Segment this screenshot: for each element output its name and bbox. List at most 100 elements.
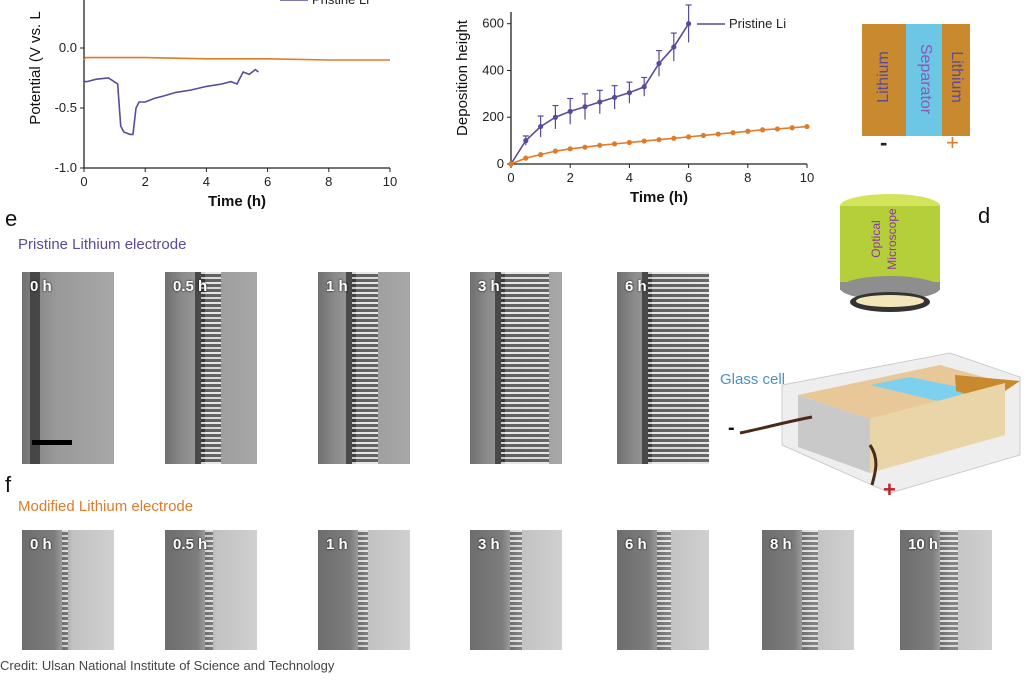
cell-diagram: Lithium Separator Lithium - + [858,10,974,160]
x-tick-label: 6 [685,170,692,185]
glass-cell-minus: - [728,417,735,439]
frame-time-label: 1 h [326,536,348,553]
y-tick-label: 400 [482,62,504,77]
data-point [804,123,810,130]
data-point [774,126,780,132]
lithium-deposit [510,530,522,650]
data-point [715,131,721,137]
glass-cell-diagram: Glass cell - + [720,345,1034,505]
legend-entry: Pristine Li [729,16,786,31]
pristine-frame: 3 h [470,272,562,464]
data-point [789,125,795,131]
lithium-deposit [657,530,671,650]
data-point [686,21,692,27]
separator [906,24,942,136]
x-tick-label: 10 [800,170,814,185]
panel-label-e: e [5,206,18,231]
data-point [597,142,603,148]
modified-frame: 1 h [318,530,410,650]
data-point [656,137,662,143]
minus-sign: - [880,130,888,155]
pristine-frame: 0.5 h [165,272,257,464]
lithium-deposit [201,272,221,464]
x-tick-label: 2 [567,170,574,185]
lithium-right-label: Lithium [948,51,965,103]
x-axis-label: Time (h) [208,193,266,210]
electrode-edge [495,272,505,464]
y-axis-label: Deposition height [454,19,471,136]
y-tick-label: 600 [482,16,504,31]
x-tick-label: 4 [626,170,633,185]
x-tick-label: 2 [142,174,149,189]
x-tick-label: 0 [507,170,514,185]
data-point [582,104,588,110]
data-point [552,148,558,154]
data-point [656,60,662,67]
frame-time-label: 10 h [908,536,939,553]
modified-frame: 0 h [22,530,114,650]
glass-cell-label: Glass cell [720,371,786,388]
lithium-deposit [358,530,368,650]
data-point [626,90,632,96]
data-point [552,114,558,120]
data-point [612,94,618,100]
frame-time-label: 3 h [478,536,500,553]
electrode-edge [30,272,40,464]
frame-time-label: 6 h [625,536,647,553]
x-tick-label: 10 [383,174,397,189]
lithium-left [862,24,908,136]
lithium-deposit [62,530,68,650]
data-point [567,146,573,152]
modified-title: Modified Lithium electrode [18,498,194,515]
data-point [597,99,603,105]
electrode-edge [642,272,652,464]
x-tick-label: 8 [325,174,332,189]
pristine-title: Pristine Lithium electrode [18,236,187,253]
modified-frame: 0.5 h [165,530,257,650]
pristine-frame: 1 h [318,272,410,464]
data-point [538,123,544,130]
data-point [538,152,544,158]
electrode-edge [195,272,205,464]
panel-label-f: f [5,472,12,497]
modified-frame: 6 h [617,530,709,650]
data-point [641,138,647,144]
x-tick-label: 8 [744,170,751,185]
glass-cell-plus: + [883,477,896,502]
series-line [83,56,390,61]
image-credit: Credit: Ulsan National Institute of Scie… [0,658,335,673]
series-line [84,68,259,136]
data-point [745,128,751,134]
x-axis-label: Time (h) [630,189,688,206]
lithium-deposit [501,272,549,464]
data-point [612,141,618,147]
data-point [523,138,529,144]
y-tick-label: 200 [482,109,504,124]
y-tick-label: -1.0 [55,160,77,175]
lithium-right [942,24,970,136]
data-point [730,130,736,136]
microscope-icon [840,194,940,312]
x-tick-label: 6 [264,174,271,189]
data-point [567,108,573,114]
frame-time-label: 0.5 h [173,536,208,553]
legend-entry: Pristine Li [312,0,369,7]
data-point [671,135,677,141]
lithium-deposit [205,530,213,650]
data-point [700,132,706,139]
frame-time-label: 6 h [625,278,647,295]
lithium-deposit [352,272,378,464]
data-point [582,144,588,150]
y-tick-label: 0 [497,156,504,171]
modified-frame: 3 h [470,530,562,650]
frame-time-label: 1 h [326,278,348,295]
scale-bar [32,440,72,445]
lithium-deposit [802,530,818,650]
y-axis-label: Potential (V vs. L [27,11,44,124]
glass-cell-illustration [739,352,1021,494]
deposition-chart: 0 2 4 6 8 10 0 200 400 600 Time (h) Deposition heig… [454,4,814,206]
frame-time-label: 8 h [770,536,792,553]
x-tick-label: 4 [203,174,210,189]
data-point [641,84,647,90]
